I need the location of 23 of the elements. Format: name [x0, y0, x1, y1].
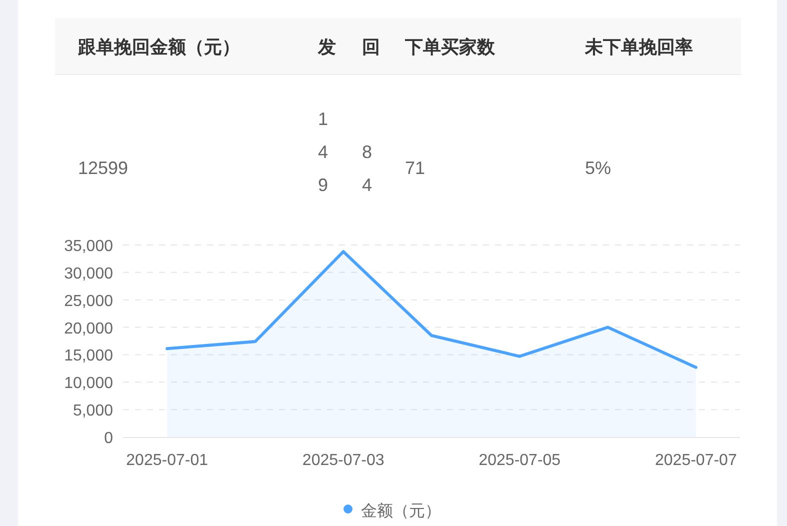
- y-tick-label: 5,000: [72, 402, 114, 420]
- y-tick-label: 35,000: [64, 238, 114, 255]
- category-label: 跟单挽回金额（元）: [77, 37, 240, 57]
- x-tick-label: 2025-07-05: [478, 452, 561, 469]
- y-tick-label: 25,000: [64, 292, 114, 310]
- category-label: 回: [362, 37, 380, 57]
- legend-label: 金额（元）: [361, 502, 441, 520]
- x-tick-label: 2025-07-07: [655, 452, 737, 469]
- y-tick-label: 30,000: [64, 265, 114, 282]
- text: 71: [405, 158, 426, 178]
- category-label: 未下单挽回率: [584, 37, 693, 57]
- x-tick-label: 2025-07-01: [126, 452, 208, 469]
- category-label: 下单买家数: [404, 37, 496, 57]
- y-tick-label: 0: [104, 430, 114, 447]
- y-tick-label: 10,000: [64, 375, 114, 392]
- text: 84: [362, 142, 372, 195]
- text: 149: [318, 109, 328, 195]
- text: 5%: [585, 158, 612, 178]
- text: 12599: [78, 158, 128, 178]
- category-label: 发: [317, 37, 336, 57]
- y-tick-label: 20,000: [64, 320, 114, 338]
- x-tick-label: 2025-07-03: [302, 452, 384, 469]
- y-tick-label: 15,000: [64, 348, 114, 365]
